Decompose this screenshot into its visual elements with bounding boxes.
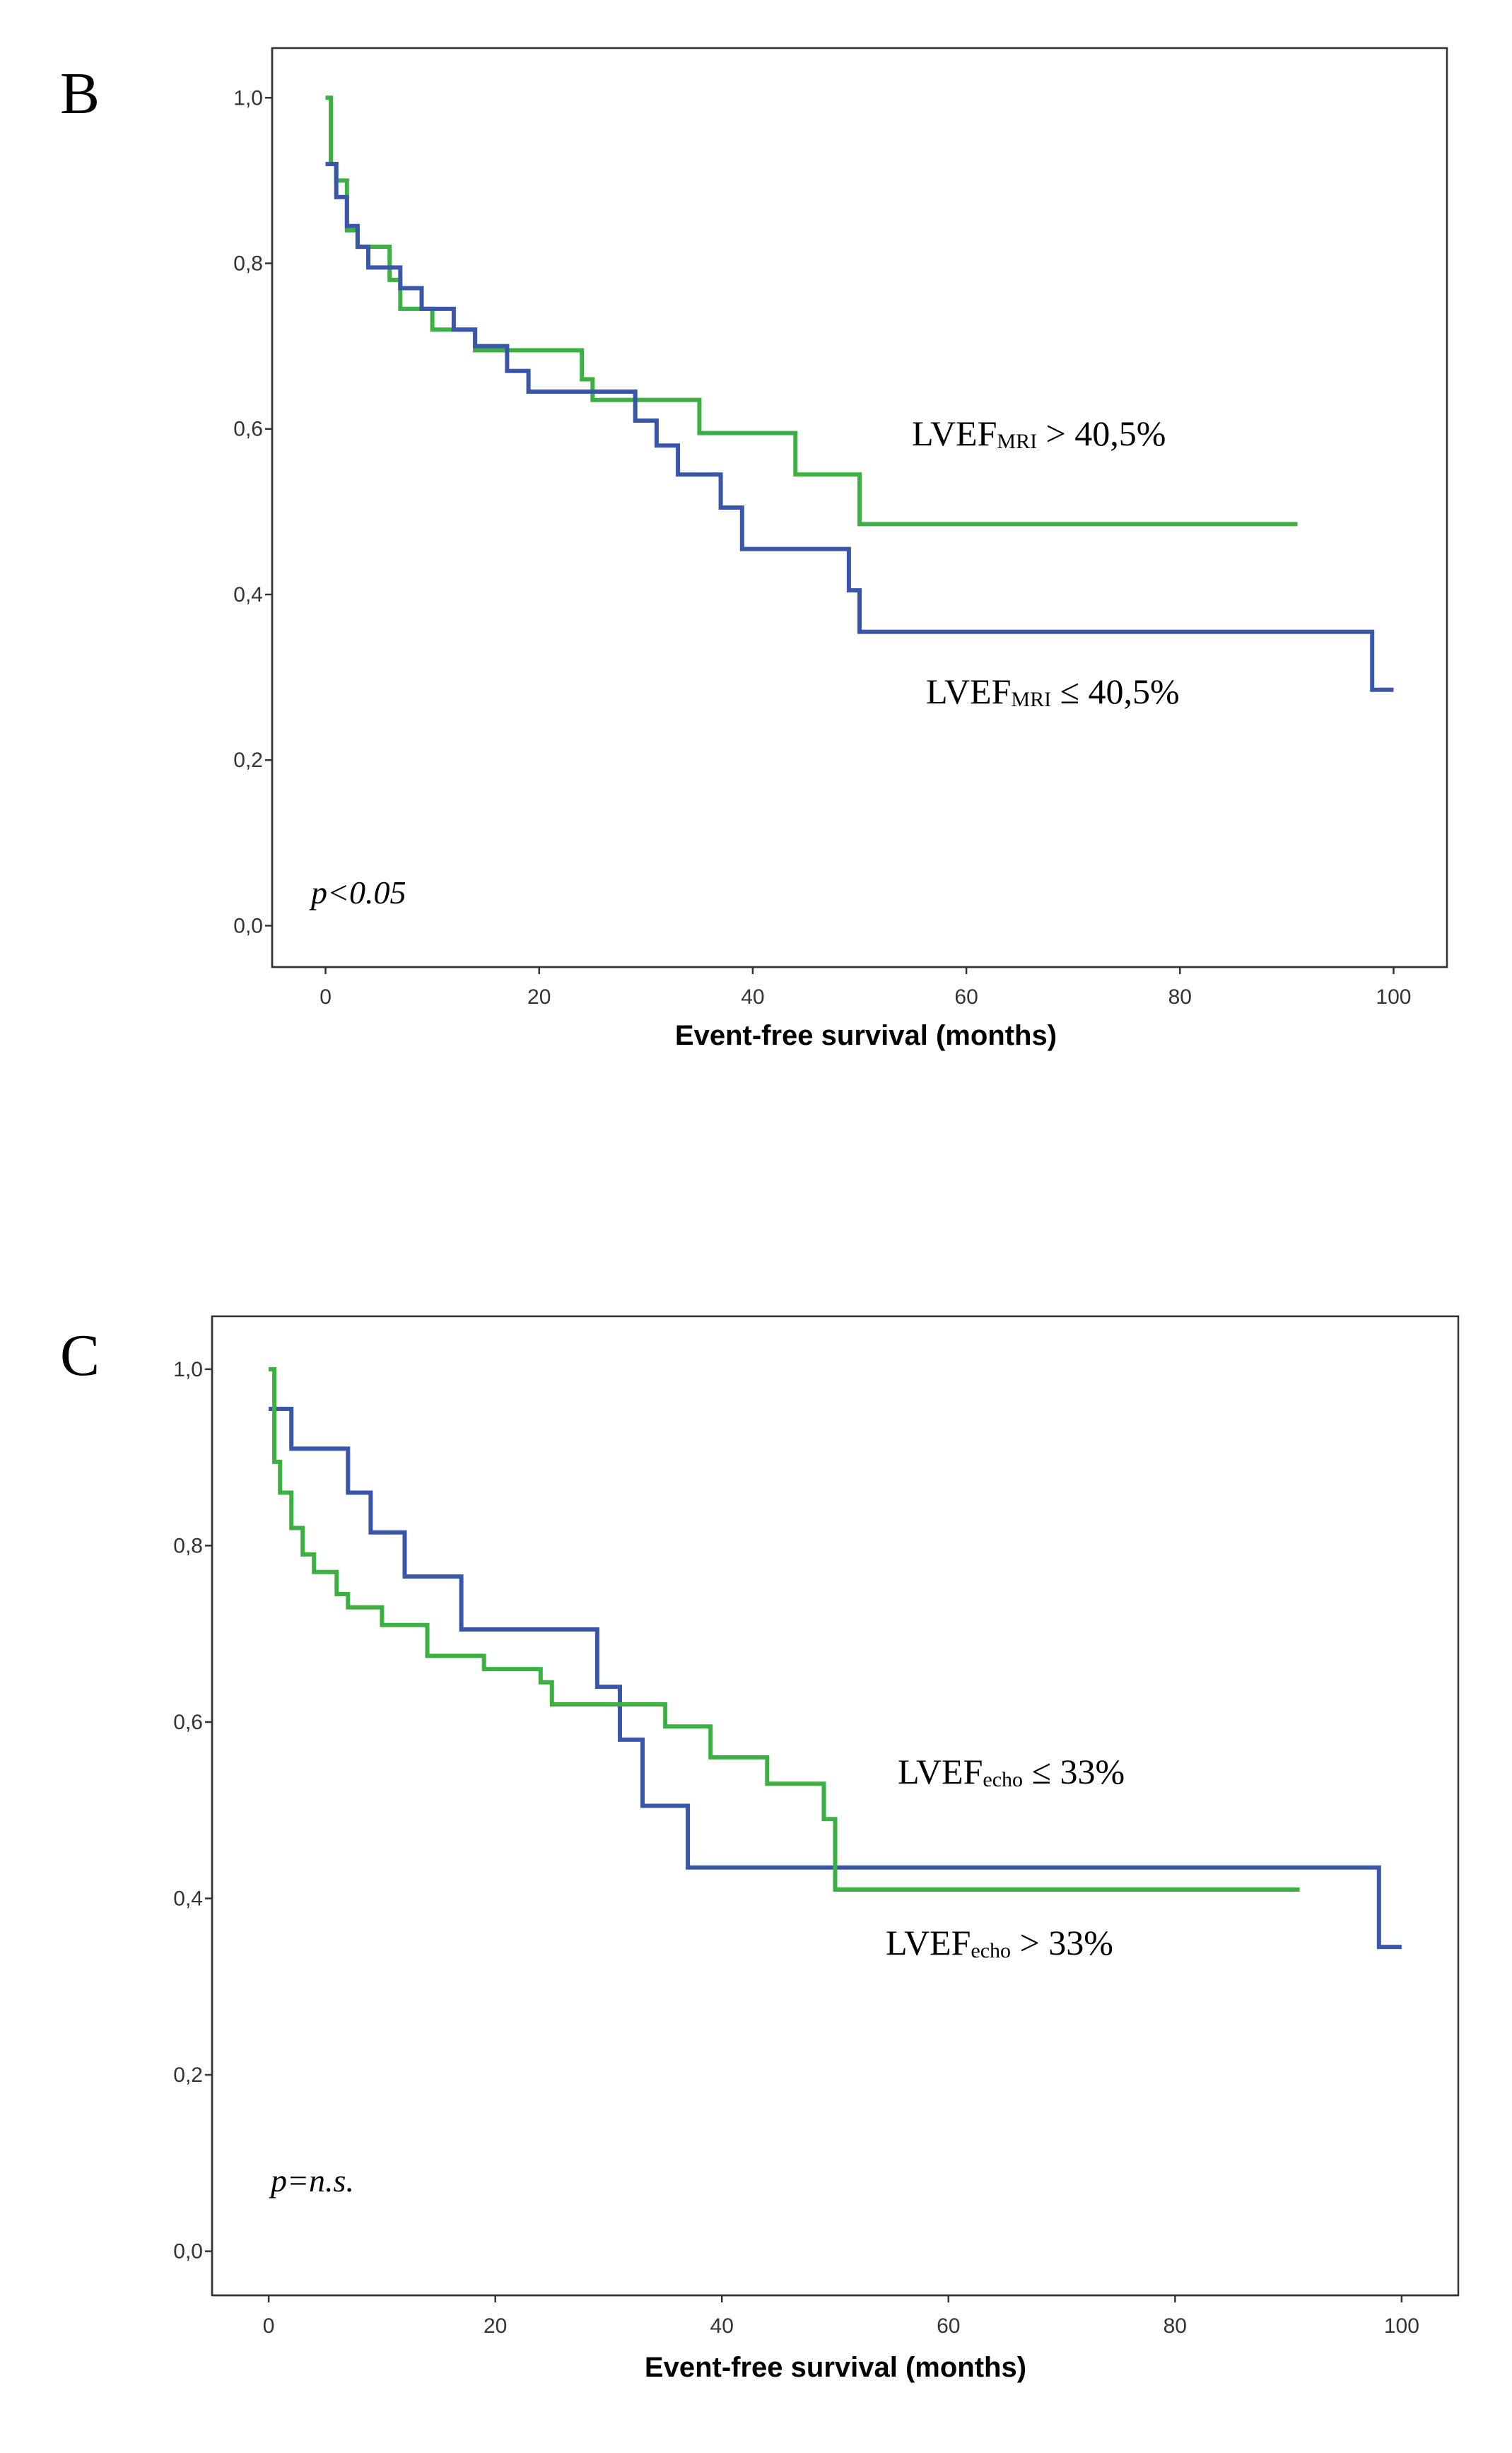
y-tick-label-b-1: 0,2 — [233, 749, 263, 772]
series-layer-c — [269, 1366, 1402, 1950]
annotation-blue-c: LVEFecho ≤ 33% — [898, 1752, 1125, 1791]
series-line-b-green — [325, 95, 1298, 527]
series-line-b-blue — [325, 162, 1394, 692]
y-tick-label-b-4: 0,8 — [233, 252, 263, 276]
x-tick-label-c-1: 20 — [484, 2314, 507, 2338]
y-tick-label-c-4: 0,8 — [173, 1534, 203, 1557]
y-ticks-c: 0,0 0,2 0,4 0,6 0,8 1,0 — [173, 1358, 212, 2264]
y-tick-label-c-3: 0,6 — [173, 1711, 203, 1734]
panel-letter-b: B — [60, 61, 100, 127]
x-tick-label-c-4: 80 — [1164, 2314, 1187, 2338]
y-tick-label-c-1: 0,2 — [173, 2063, 203, 2087]
y-tick-label-b-2: 0,4 — [233, 583, 263, 607]
chart-panel-c: C 0,0 0,2 0,4 0,6 0,8 1,0 0 20 40 60 80 100 LVEFec… — [60, 1315, 1460, 2383]
x-tick-label-c-5: 100 — [1384, 2314, 1419, 2338]
x-tick-label-c-0: 0 — [263, 2314, 275, 2338]
x-tick-label-b-0: 0 — [320, 985, 332, 1009]
panel-letter-c: C — [60, 1323, 100, 1388]
y-tick-label-c-5: 1,0 — [173, 1358, 203, 1381]
p-value-b: p<0.05 — [309, 874, 406, 911]
y-tick-label-c-0: 0,0 — [173, 2240, 203, 2264]
annotation-blue-b: LVEFMRI ≤ 40,5% — [926, 672, 1180, 711]
x-tick-label-b-2: 40 — [741, 985, 764, 1009]
x-tick-label-b-1: 20 — [527, 985, 551, 1009]
series-line-c-blue — [269, 1407, 1402, 1950]
x-tick-label-b-5: 100 — [1376, 985, 1411, 1009]
y-ticks-b: 0,0 0,2 0,4 0,6 0,8 1,0 — [233, 86, 272, 937]
x-axis-label-b: Event-free survival (months) — [675, 1020, 1057, 1051]
y-tick-label-b-5: 1,0 — [233, 86, 263, 110]
x-tick-label-c-2: 40 — [710, 2314, 734, 2338]
y-tick-label-b-0: 0,0 — [233, 914, 263, 937]
x-tick-label-c-3: 60 — [937, 2314, 960, 2338]
y-tick-label-c-2: 0,4 — [173, 1887, 203, 1911]
series-layer-b — [325, 95, 1394, 692]
x-axis-label-c: Event-free survival (months) — [645, 2352, 1026, 2383]
p-value-c: p=n.s. — [269, 2162, 354, 2199]
x-tick-label-b-3: 60 — [954, 985, 978, 1009]
x-ticks-b: 0 20 40 60 80 100 — [320, 967, 1411, 1009]
annotation-green-b: LVEFMRI > 40,5% — [912, 414, 1166, 453]
chart-panel-b: B 0,0 0,2 0,4 0,6 0,8 1,0 0 20 40 60 80 100 LVEFMR… — [60, 47, 1448, 1051]
x-ticks-c: 0 20 40 60 80 100 — [263, 2295, 1419, 2338]
y-tick-label-b-3: 0,6 — [233, 418, 263, 441]
series-line-c-green — [269, 1366, 1300, 1892]
x-tick-label-b-4: 80 — [1168, 985, 1192, 1009]
annotation-green-c: LVEFecho > 33% — [886, 1923, 1113, 1962]
